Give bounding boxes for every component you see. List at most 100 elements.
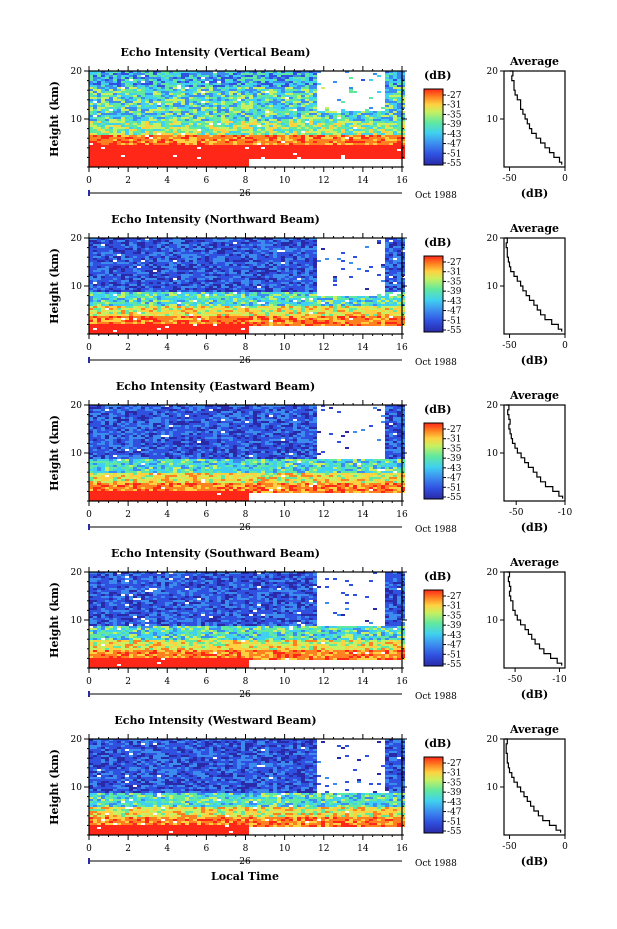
y-tick-label: 10 [71,282,83,292]
x-tick-label: 4 [164,844,170,854]
x-tick-label: 0 [86,343,92,353]
profile-x-tick-label: -50 [502,341,517,351]
x-tick-label: 2 [125,677,131,687]
x-tick-label: 0 [86,677,92,687]
colorbar-tick-label: -35 [447,110,462,120]
colorbar [424,590,443,666]
colorbar-tick-label: -31 [447,602,462,612]
profile-title: Average [509,723,559,736]
profile-line [505,238,562,332]
x-tick-label: 12 [318,844,329,854]
panel-eastward: Echo Intensity (Eastward Beam)1020Height… [48,380,573,535]
colorbar-tick-label: -27 [447,759,462,769]
y-axis-label: Height (km) [48,749,61,825]
colorbar-tick-label: -31 [447,435,462,445]
panel-title: Echo Intensity (Southward Beam) [111,547,320,560]
date-label: Oct 1988 [415,358,457,368]
colorbar-tick-label: -55 [447,660,462,670]
panel-title: Echo Intensity (Northward Beam) [111,213,320,226]
profile-x-label: (dB) [521,688,548,701]
y-tick-label: 10 [71,783,83,793]
x-tick-label: 16 [396,677,408,687]
x-tick-label: 6 [204,343,210,353]
profile-y-tick-label: 10 [487,282,499,292]
x-axis-label: Local Time [211,870,279,883]
date-label: Oct 1988 [415,525,457,535]
profile-x-tick-label: -50 [502,174,517,184]
x-tick-label: 0 [86,510,92,520]
day-label: 26 [239,356,251,366]
y-tick-label: 10 [71,616,83,626]
colorbar-tick-label: -47 [447,307,462,317]
profile-frame [504,572,565,668]
colorbar-tick-label: -51 [447,650,462,660]
profile-frame [504,405,565,501]
day-label: 26 [239,857,251,867]
x-tick-label: 6 [204,677,210,687]
profile-frame [504,739,565,835]
x-tick-label: 14 [357,176,369,186]
colorbar-label: (dB) [424,737,451,750]
profile-x-tick-label: -50 [508,675,523,685]
panel-westward: Echo Intensity (Westward Beam) 10 20 Height… [48,714,568,883]
x-tick-label: 4 [164,510,170,520]
profile-frame [504,71,565,167]
date-label: Oct 1988 [415,191,457,201]
profile-x-tick-label: 0 [562,341,568,351]
x-tick-label: 4 [164,677,170,687]
colorbar-tick-label: -55 [447,159,462,169]
profile-x-label: (dB) [521,354,548,367]
heatmap-eastward [89,405,405,501]
y-tick-label: 20 [71,735,83,745]
profile-y-tick-label: 20 [487,67,499,77]
colorbar-tick-label: -51 [447,149,462,159]
day-label: 26 [239,189,251,199]
panel-title: Echo Intensity (Westward Beam) [114,714,316,727]
x-tick-label: 8 [243,677,249,687]
colorbar [424,256,443,332]
profile-x-tick-label: 0 [562,174,568,184]
colorbar [424,89,443,165]
colorbar-tick-label: -39 [447,120,462,130]
x-tick-label: 14 [357,510,369,520]
x-tick-label: 10 [279,844,291,854]
profile-title: Average [509,55,559,68]
x-tick-label: 12 [318,677,329,687]
colorbar-tick-label: -39 [447,287,462,297]
x-tick-label: 14 [357,677,369,687]
echo-intensity-figure: Echo Intensity (Vertical Beam)1020Height… [0,0,617,929]
profile-x-tick-label: -50 [502,842,517,852]
colorbar-tick-label: -47 [447,474,462,484]
panel-title: Echo Intensity (Vertical Beam) [120,46,310,59]
y-tick-label: 20 [71,568,83,578]
y-axis-label: Height (km) [48,415,61,491]
x-tick-label: 8 [243,176,249,186]
x-tick-label: 8 [243,844,249,854]
panel-vertical: Echo Intensity (Vertical Beam)1020Height… [48,46,568,201]
profile-line [506,405,562,499]
colorbar-tick-label: -31 [447,769,462,779]
y-tick-label: 20 [71,67,83,77]
profile-y-tick-label: 20 [487,401,499,411]
colorbar-tick-label: -35 [447,277,462,287]
x-tick-label: 12 [318,176,329,186]
x-tick-label: 0 [86,176,92,186]
y-tick-label: 10 [71,449,83,459]
x-tick-label: 16 [396,844,408,854]
profile-line [505,739,560,833]
x-tick-label: 14 [357,844,369,854]
heatmap-vertical [89,71,405,167]
x-tick-label: 10 [279,343,291,353]
colorbar-tick-label: -47 [447,808,462,818]
colorbar-tick-label: -27 [447,91,462,101]
x-tick-label: 2 [125,510,131,520]
profile-x-tick-label: 0 [562,842,568,852]
colorbar-tick-label: -55 [447,326,462,336]
x-tick-label: 16 [396,510,408,520]
colorbar-tick-label: -47 [447,641,462,651]
colorbar-tick-label: -43 [447,297,462,307]
date-label: Oct 1988 [415,859,457,869]
x-tick-label: 10 [279,510,291,520]
colorbar-tick-label: -27 [447,258,462,268]
x-tick-label: 6 [204,510,210,520]
